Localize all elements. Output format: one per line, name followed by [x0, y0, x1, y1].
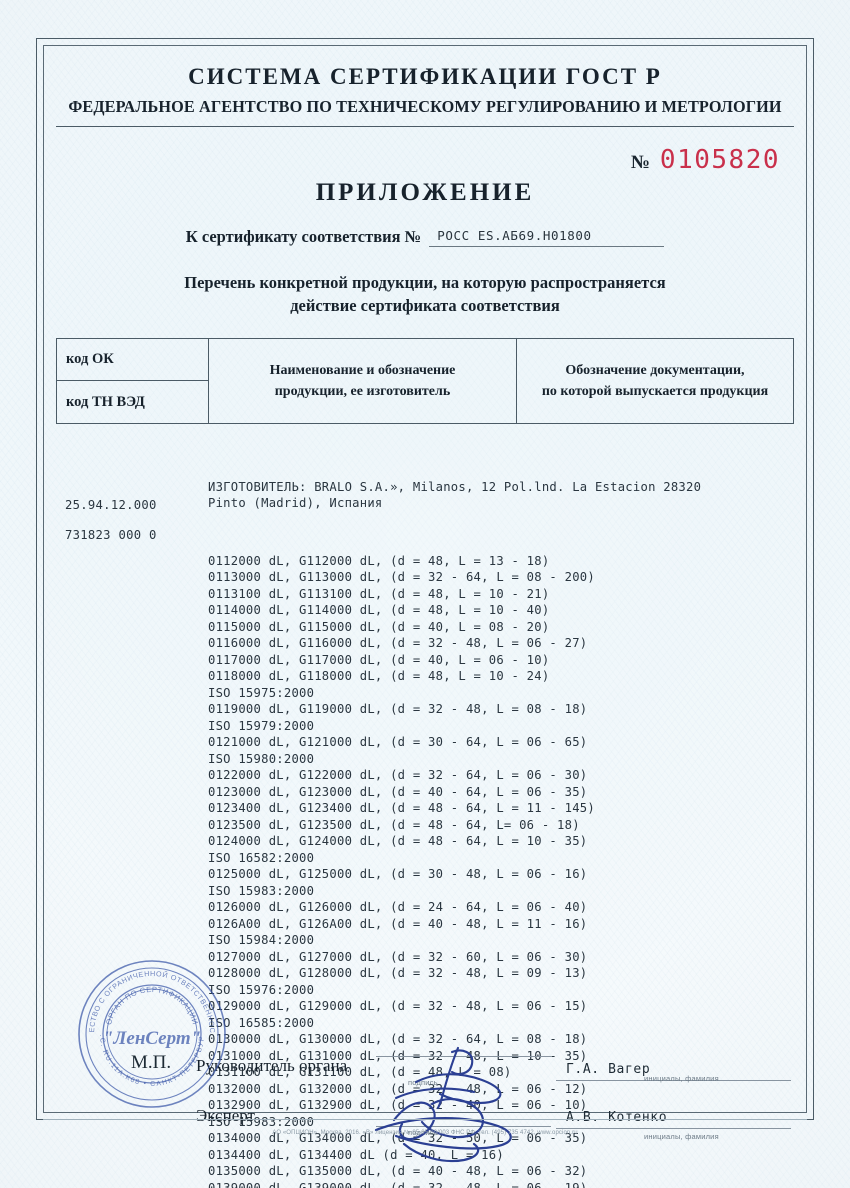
product-line: 0135000 dL, G135000 dL, (d = 40 - 48, L …: [208, 1164, 588, 1179]
column-codes: код ОК код ТН ВЭД: [57, 338, 209, 423]
product-line: 0118000 dL, G118000 dL, (d = 48, L = 10 …: [208, 669, 550, 684]
product-table-header: код ОК код ТН ВЭД Наименование и обознач…: [56, 337, 794, 424]
product-line: 0113100 dL, G113100 dL, (d = 48, L = 10 …: [208, 586, 550, 601]
purpose-line-2: действие сертификата соответствия: [290, 296, 560, 316]
certificate-reference: К сертификату соответствия № РОСС ES.АБ6…: [56, 227, 794, 247]
product-line-list: 0112000 dL, G112000 dL, (d = 48, L = 13 …: [208, 553, 794, 1188]
product-line: ISO 16582:2000: [208, 850, 315, 865]
product-line: 0123500 dL, G123500 dL, (d = 48 - 64, L=…: [208, 817, 580, 832]
product-line: 0134400 dL, G134400 dL (d = 40, L = 16): [208, 1147, 504, 1162]
certificate-number-field: РОСС ES.АБ69.Н01800: [429, 227, 665, 247]
header-documentation: Обозначение документации, по которой вып…: [541, 362, 769, 399]
product-line: ISO 15983:2000: [208, 1114, 315, 1129]
product-line: ISO 15976:2000: [208, 982, 315, 997]
product-line: ISO 15980:2000: [208, 751, 315, 766]
product-line: 0127000 dL, G127000 dL, (d = 32 - 60, L …: [208, 949, 588, 964]
code-tnved-value: 731823 000 0: [65, 527, 157, 542]
blank-number-value: 0105820: [659, 145, 780, 175]
certificate-number: РОСС ES.АБ69.Н01800: [437, 228, 592, 243]
product-line: 0130000 dL, G130000 dL, (d = 32 - 64, L …: [208, 1032, 588, 1047]
product-line: 0119000 dL, G119000 dL, (d = 32 - 48, L …: [208, 702, 588, 717]
stamp-mp-label: М.П.: [131, 1052, 172, 1073]
signature-name-line: [556, 1079, 791, 1081]
signature-name-caption: инициалы, фамилия: [644, 1073, 719, 1083]
signature-line: [376, 1055, 551, 1057]
signatory-name: А.В. Котенко: [566, 1109, 668, 1125]
purpose-line-1: Перечень конкретной продукции, на котору…: [184, 273, 666, 292]
product-line: 0128000 dL, G128000 dL, (d = 32 - 48, L …: [208, 966, 588, 981]
product-line: 0123000 dL, G123000 dL, (d = 40 - 64, L …: [208, 784, 588, 799]
product-line: ISO 15979:2000: [208, 718, 315, 733]
header-code-ok: код ОК: [57, 339, 208, 382]
product-line: ISO 15975:2000: [208, 685, 315, 700]
blank-footer-text: АО «ОПЦИОН», Москва, 2016. «В» лицензия …: [272, 1130, 578, 1136]
header-product-name: Наименование и обозначение продукции, ее…: [209, 338, 517, 423]
product-line: 0114000 dL, G114000 dL, (d = 48, L = 10 …: [208, 603, 550, 618]
product-line: 0126A00 dL, G126A00 dL, (d = 40 - 48, L …: [208, 916, 588, 931]
signature-role: Руководитель органа: [196, 1055, 348, 1075]
product-listing-area: 25.94.12.000 731823 000 0 ИЗГОТОВИТЕЛЬ: …: [56, 446, 794, 1188]
signature-row: Эксперт подпись А.В. Котенко инициалы, ф…: [56, 1100, 794, 1144]
blank-number: № 0105820: [56, 145, 794, 175]
product-line: 0124000 dL, G124000 dL, (d = 48 - 64, L …: [208, 834, 588, 849]
certificate-label: К сертификату соответствия №: [185, 227, 422, 246]
product-line: 0132900 dL, G132900 dL, (d = 32 - 40, L …: [208, 1098, 588, 1113]
code-ok-value: 25.94.12.000: [65, 497, 157, 512]
signature-line: [376, 1125, 551, 1127]
signature-name-line: [556, 1127, 791, 1129]
product-line: 0117000 dL, G117000 dL, (d = 40, L = 06 …: [208, 652, 550, 667]
product-line: ISO 16585:2000: [208, 1015, 315, 1030]
product-line: 0112000 dL, G112000 dL, (d = 48, L = 13 …: [208, 553, 550, 568]
product-line: 0123400 dL, G123400 dL, (d = 48 - 64, L …: [208, 801, 595, 816]
product-line: ISO 15983:2000: [208, 883, 315, 898]
product-line: 0113000 dL, G113000 dL, (d = 32 - 64, L …: [208, 570, 595, 585]
signatory-name: Г.А. Вагер: [566, 1061, 651, 1077]
footer-divider: [43, 1119, 807, 1120]
agency-name: ФЕДЕРАЛЬНОЕ АГЕНТСТВО ПО ТЕХНИЧЕСКОМУ РЕ…: [68, 97, 782, 116]
product-line: 0129000 dL, G129000 dL, (d = 32 - 48, L …: [208, 999, 588, 1014]
document-content: СИСТЕМА СЕРТИФИКАЦИИ ГОСТ Р ФЕДЕРАЛЬНОЕ …: [56, 52, 794, 1188]
signature-role: Эксперт: [196, 1105, 255, 1125]
product-line: 0139000 dL, G139000 dL, (d = 32 - 48, L …: [208, 1180, 588, 1188]
system-title: СИСТЕМА СЕРТИФИКАЦИИ ГОСТ Р: [188, 64, 662, 89]
document-kind: ПРИЛОЖЕНИЕ: [315, 179, 535, 206]
signature-caption: подпись: [408, 1077, 438, 1087]
product-line: 0121000 dL, G121000 dL, (d = 30 - 64, L …: [208, 735, 588, 750]
product-line: 0116000 dL, G116000 dL, (d = 32 - 48, L …: [208, 636, 588, 651]
product-line: ISO 15984:2000: [208, 933, 315, 948]
document-purpose: Перечень конкретной продукции, на котору…: [56, 271, 794, 318]
product-lines: ИЗГОТОВИТЕЛЬ: BRALO S.A.», Milanos, 12 P…: [208, 446, 794, 1188]
signature-name-caption: инициалы, фамилия: [644, 1131, 719, 1141]
header-code-tnved: код ТН ВЭД: [66, 393, 145, 410]
product-line: 0126000 dL, G126000 dL, (d = 24 - 64, L …: [208, 900, 588, 915]
product-line: 0131100 dL, G131100 dL, (d = 48, L = 08): [208, 1065, 512, 1080]
number-sign-icon: №: [630, 152, 650, 173]
product-line: 0122000 dL, G122000 dL, (d = 32 - 64, L …: [208, 768, 588, 783]
codes-column: 25.94.12.000 731823 000 0: [65, 498, 215, 542]
product-line: 0115000 dL, G115000 dL, (d = 40, L = 08 …: [208, 619, 550, 634]
product-line: 0125000 dL, G125000 dL, (d = 30 - 48, L …: [208, 867, 588, 882]
header-divider: [56, 126, 794, 127]
manufacturer-line: ИЗГОТОВИТЕЛЬ: BRALO S.A.», Milanos, 12 P…: [208, 479, 702, 511]
